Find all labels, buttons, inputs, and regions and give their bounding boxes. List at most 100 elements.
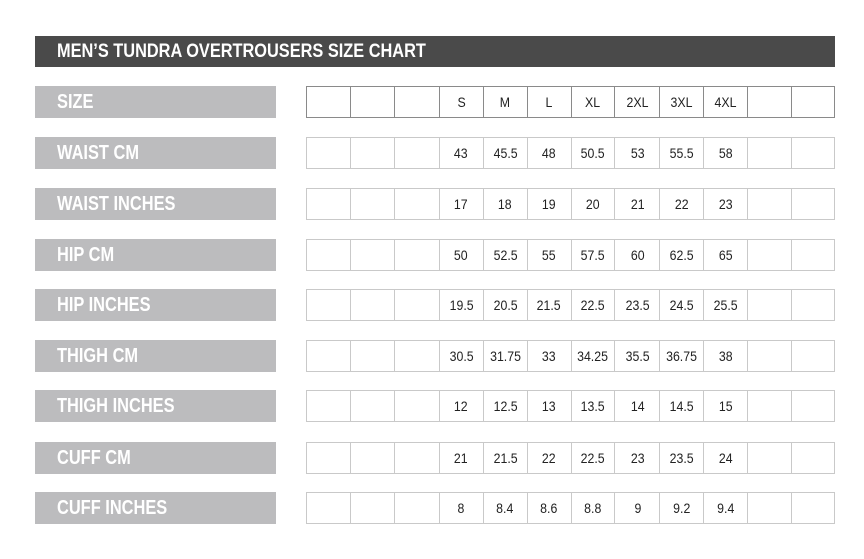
table-cell: 9 bbox=[615, 493, 661, 523]
cell-value: S bbox=[457, 94, 466, 110]
table-cell: 60 bbox=[615, 240, 661, 270]
table-cell bbox=[792, 240, 836, 270]
table-cell: 33 bbox=[528, 341, 572, 371]
cell-value: 57.5 bbox=[580, 247, 605, 263]
size-row: THIGH CM 30.5 31.75 33 34.25 35.5 36.75 38 bbox=[0, 340, 864, 372]
table-cell: 36.75 bbox=[660, 341, 705, 371]
table-cell bbox=[351, 443, 395, 473]
cell-value: 3XL bbox=[670, 94, 693, 110]
table-cell: 8 bbox=[440, 493, 484, 523]
size-header-cell: 2XL bbox=[615, 87, 661, 117]
table-cell: 52.5 bbox=[484, 240, 528, 270]
cell-value: 8.4 bbox=[496, 500, 514, 516]
table-cell bbox=[792, 341, 836, 371]
cell-value: 21 bbox=[630, 196, 645, 212]
table-cell: 35.5 bbox=[615, 341, 661, 371]
cell-value: 17 bbox=[454, 196, 469, 212]
table-cell: 19 bbox=[528, 189, 572, 219]
table-cell: 15 bbox=[704, 391, 749, 421]
cell-value: 58 bbox=[718, 145, 733, 161]
cell-value: 20 bbox=[586, 196, 600, 212]
cell-value: 43 bbox=[454, 145, 469, 161]
cell-value: 2XL bbox=[626, 94, 649, 110]
cell-value: 31.75 bbox=[489, 348, 521, 364]
table-cell bbox=[792, 290, 836, 320]
cell-value: 33 bbox=[542, 348, 556, 364]
table-cell bbox=[351, 493, 395, 523]
table-cell: 48 bbox=[528, 138, 572, 168]
table-cell: 22 bbox=[528, 443, 572, 473]
table-cell: 53 bbox=[615, 138, 661, 168]
cell-value: 13 bbox=[542, 398, 556, 414]
table-cell bbox=[748, 443, 793, 473]
size-header-cell bbox=[395, 87, 440, 117]
table-cell bbox=[307, 443, 351, 473]
table-cell bbox=[792, 443, 836, 473]
table-cell bbox=[395, 138, 440, 168]
table-cell bbox=[351, 189, 395, 219]
size-row: SIZE S M L XL 2XL 3XL 4XL bbox=[0, 86, 864, 118]
size-header-cell bbox=[307, 87, 351, 117]
measurement-cells: 17 18 19 20 21 22 23 bbox=[306, 188, 836, 220]
table-cell: 55.5 bbox=[660, 138, 705, 168]
table-cell: 12 bbox=[440, 391, 484, 421]
cell-value: 9 bbox=[633, 500, 641, 516]
table-cell: 45.5 bbox=[484, 138, 528, 168]
cell-value: 60 bbox=[630, 247, 645, 263]
cell-value: 34.25 bbox=[577, 348, 609, 364]
chart-title-bar: MEN’S TUNDRA OVERTROUSERS SIZE CHART bbox=[35, 36, 835, 67]
size-row: THIGH INCHES 12 12.5 13 13.5 14 14.5 15 bbox=[0, 390, 864, 422]
table-cell bbox=[307, 189, 351, 219]
table-cell bbox=[748, 493, 793, 523]
size-header-cell bbox=[792, 87, 836, 117]
cell-value: 8.6 bbox=[540, 500, 558, 516]
table-cell bbox=[748, 341, 793, 371]
cell-value: 18 bbox=[498, 196, 513, 212]
row-label: WAIST CM bbox=[35, 137, 276, 169]
measurement-cells: 21 21.5 22 22.5 23 23.5 24 bbox=[306, 442, 836, 474]
table-cell: 25.5 bbox=[704, 290, 749, 320]
cell-value: 25.5 bbox=[713, 297, 738, 313]
table-cell: 50.5 bbox=[572, 138, 616, 168]
cell-value: 21.5 bbox=[493, 450, 518, 466]
table-cell bbox=[395, 189, 440, 219]
cell-value: 62.5 bbox=[669, 247, 694, 263]
table-cell: 21 bbox=[440, 443, 484, 473]
table-cell: 57.5 bbox=[572, 240, 616, 270]
cell-value: 22 bbox=[674, 196, 689, 212]
row-label-text: HIP INCHES bbox=[57, 294, 151, 316]
cell-value: 14.5 bbox=[669, 398, 694, 414]
table-cell bbox=[307, 341, 351, 371]
row-label-text: HIP CM bbox=[57, 244, 115, 266]
cell-value: 14 bbox=[630, 398, 645, 414]
measurement-cells: 50 52.5 55 57.5 60 62.5 65 bbox=[306, 239, 836, 271]
cell-value: 35.5 bbox=[625, 348, 650, 364]
size-header-cell: 4XL bbox=[704, 87, 749, 117]
cell-value: 24 bbox=[718, 450, 733, 466]
table-cell: 8.4 bbox=[484, 493, 528, 523]
table-cell: 18 bbox=[484, 189, 528, 219]
size-row: HIP CM 50 52.5 55 57.5 60 62.5 65 bbox=[0, 239, 864, 271]
measurement-cells: 30.5 31.75 33 34.25 35.5 36.75 38 bbox=[306, 340, 836, 372]
table-cell bbox=[395, 341, 440, 371]
cell-value: 30.5 bbox=[449, 348, 474, 364]
table-cell: 21 bbox=[615, 189, 661, 219]
table-cell bbox=[748, 240, 793, 270]
row-label: THIGH INCHES bbox=[35, 390, 276, 422]
table-cell bbox=[351, 290, 395, 320]
size-header-cell bbox=[748, 87, 793, 117]
table-cell bbox=[395, 290, 440, 320]
cell-value: 52.5 bbox=[493, 247, 518, 263]
cell-value: 45.5 bbox=[493, 145, 518, 161]
measurement-cells: 19.5 20.5 21.5 22.5 23.5 24.5 25.5 bbox=[306, 289, 836, 321]
table-cell bbox=[748, 138, 793, 168]
chart-title: MEN’S TUNDRA OVERTROUSERS SIZE CHART bbox=[57, 41, 426, 62]
cell-value: 9.2 bbox=[673, 500, 691, 516]
table-cell: 13.5 bbox=[572, 391, 616, 421]
table-cell: 21.5 bbox=[528, 290, 572, 320]
table-cell: 38 bbox=[704, 341, 749, 371]
cell-value: 12.5 bbox=[493, 398, 518, 414]
cell-value: 50.5 bbox=[580, 145, 605, 161]
table-cell: 20.5 bbox=[484, 290, 528, 320]
cell-value: 21 bbox=[454, 450, 469, 466]
